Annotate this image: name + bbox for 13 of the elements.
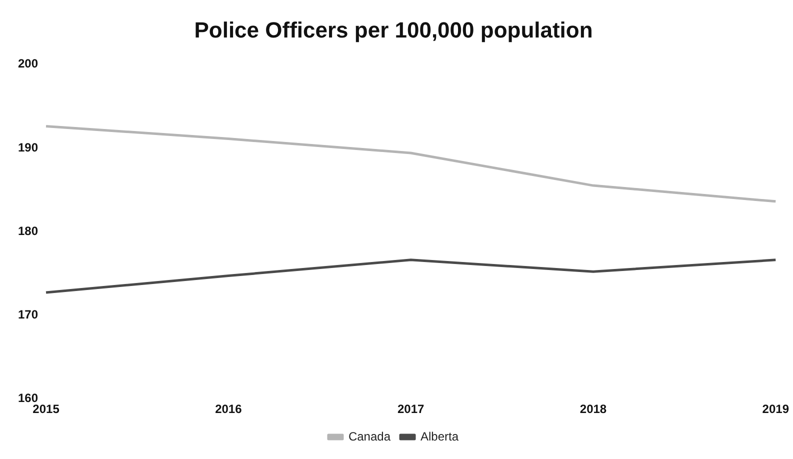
x-tick-label: 2016 bbox=[215, 402, 242, 416]
chart-title: Police Officers per 100,000 population bbox=[194, 17, 593, 42]
x-tick-label: 2018 bbox=[580, 402, 607, 416]
y-tick-label: 180 bbox=[18, 224, 38, 238]
y-tick-label: 160 bbox=[18, 390, 38, 405]
y-tick-label: 170 bbox=[18, 307, 38, 322]
y-tick-label: 190 bbox=[18, 140, 38, 154]
x-tick-label: 2017 bbox=[397, 402, 425, 416]
x-tick-label: 2015 bbox=[32, 402, 60, 416]
legend-label: Canada bbox=[348, 429, 391, 444]
legend-label: Alberta bbox=[420, 429, 459, 444]
y-tick-label: 200 bbox=[18, 56, 38, 71]
x-tick-label: 2019 bbox=[762, 402, 790, 416]
